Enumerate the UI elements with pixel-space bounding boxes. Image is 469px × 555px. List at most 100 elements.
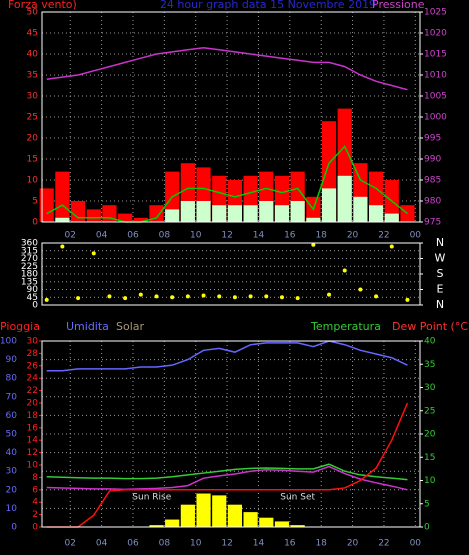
bar: [290, 201, 305, 222]
x-tick-label: 20: [347, 231, 359, 241]
y-tick-label: 30: [27, 92, 39, 102]
bar: [165, 209, 180, 222]
y-tick-label: 20: [6, 485, 18, 495]
y2-tick-label: S: [437, 267, 444, 280]
x-tick-label: 04: [96, 539, 108, 549]
legend-label: Umidita: [66, 320, 109, 333]
y-tick-label: 90: [27, 285, 39, 295]
direction-point: [185, 294, 190, 299]
bar: [149, 525, 164, 527]
y2-tick-label: 985: [424, 176, 441, 186]
y2-tick-label: 30: [424, 383, 436, 393]
bar: [180, 504, 195, 527]
direction-point: [374, 294, 379, 299]
direction-point: [44, 297, 49, 302]
x-tick-label: 10: [190, 231, 202, 241]
y2-tick-label: N: [436, 236, 444, 249]
y-tick-label: 100: [0, 337, 17, 347]
y2-tick-label: 1000: [424, 113, 447, 123]
bar: [243, 512, 258, 527]
y-tick-label: 135: [21, 277, 38, 287]
bar: [368, 205, 384, 222]
y3-tick-label: 24: [27, 374, 39, 384]
legend-label: Dew Point (°C): [392, 320, 469, 333]
y2-tick-label: 5: [424, 499, 430, 509]
y-tick-label: 25: [27, 113, 38, 123]
bar: [274, 205, 290, 222]
y2-tick-label: 40: [424, 337, 436, 347]
bar: [55, 171, 70, 222]
bar: [196, 493, 211, 527]
y-tick-label: 50: [6, 430, 18, 440]
plot-frame: [41, 11, 421, 223]
y2-tick-label: 1025: [424, 8, 447, 18]
bar: [196, 201, 211, 222]
direction-point: [232, 295, 237, 300]
x-tick-label: 08: [159, 231, 171, 241]
x-tick-label: 02: [65, 231, 76, 241]
bar: [149, 205, 164, 222]
y-tick-label: 30: [6, 467, 18, 477]
bar: [118, 213, 133, 222]
y2-tick-label: 1020: [424, 29, 447, 39]
chart-title: 24 hour graph data 15 Novembre 2019: [160, 0, 376, 11]
bar: [290, 525, 305, 527]
y-tick-label: 80: [6, 374, 18, 384]
x-tick-label: 02: [65, 539, 76, 549]
y2-tick-label: W: [435, 252, 446, 265]
x-tick-label: 06: [127, 231, 139, 241]
direction-point: [138, 292, 143, 297]
direction-point: [154, 294, 159, 299]
direction-point: [76, 296, 81, 301]
series-line: [46, 465, 408, 491]
y3-tick-label: 26: [27, 361, 39, 371]
x-tick-label: 12: [221, 539, 232, 549]
y3-tick-label: 20: [27, 399, 39, 409]
y2-tick-label: N: [436, 298, 444, 311]
y3-tick-label: 4: [32, 498, 38, 508]
x-tick-label: 22: [378, 539, 389, 549]
bar: [39, 188, 54, 222]
x-tick-label: 18: [315, 539, 327, 549]
y-tick-label: 180: [21, 270, 38, 280]
y3-tick-label: 16: [27, 423, 39, 433]
y-axis-title: Forza vento): [8, 0, 77, 11]
series-line: [46, 340, 408, 372]
y2-tick-label: 1015: [424, 50, 447, 60]
annotation: Sun Set: [280, 493, 315, 503]
y2-tick-label: 975: [424, 218, 441, 228]
direction-point: [60, 244, 65, 249]
y2-tick-label: 10: [424, 476, 436, 486]
y3-tick-label: 0: [32, 523, 38, 533]
y2-tick-label: 25: [424, 406, 435, 416]
y2-tick-label: 990: [424, 155, 441, 165]
y-tick-label: 360: [21, 239, 38, 249]
y3-tick-label: 22: [27, 386, 38, 396]
bar: [259, 517, 274, 527]
x-tick-label: 10: [190, 539, 202, 549]
y-tick-label: 90: [6, 355, 18, 365]
series-line: [46, 402, 409, 528]
y3-tick-label: 12: [27, 448, 38, 458]
series-line: [46, 145, 408, 223]
y2-tick-label: 15: [424, 453, 435, 463]
series-line: [46, 463, 408, 481]
direction-point: [201, 293, 206, 298]
x-tick-label: 18: [315, 231, 327, 241]
bar: [384, 213, 399, 222]
y-tick-label: 5: [32, 197, 38, 207]
bar: [212, 205, 227, 222]
x-tick-label: 06: [127, 539, 139, 549]
x-tick-label: 22: [378, 231, 389, 241]
bar: [227, 504, 243, 527]
bar: [274, 521, 290, 527]
direction-point: [295, 296, 300, 301]
y-tick-label: 45: [27, 29, 38, 39]
y-tick-label: 45: [27, 293, 38, 303]
y3-tick-label: 18: [27, 411, 39, 421]
series-line: [46, 46, 408, 91]
x-tick-label: 14: [253, 539, 265, 549]
legend-label: Solar: [116, 320, 145, 333]
bar: [321, 188, 337, 222]
